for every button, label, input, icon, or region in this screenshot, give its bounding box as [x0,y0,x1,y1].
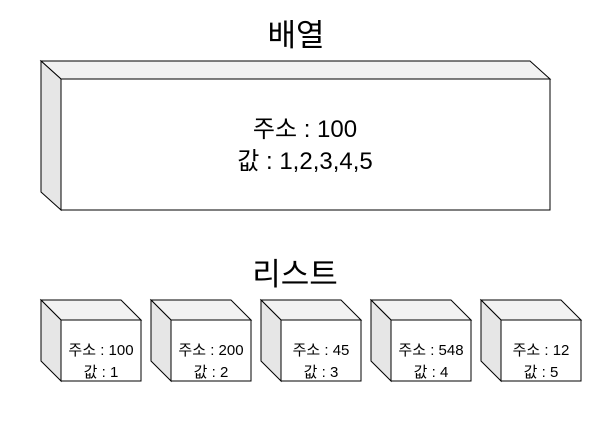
list-node-address: 주소 : 100 [68,342,133,359]
list-node-value: 값 : 1 [84,364,119,381]
list-node: 주소 : 45 값 : 3 [259,298,363,383]
array-values: 값 : 1,2,3,4,5 [237,148,373,175]
list-node-value: 값 : 5 [524,364,559,381]
list-node-address: 주소 : 548 [398,342,463,359]
list-node-value: 값 : 3 [304,364,339,381]
list-node: 주소 : 200 값 : 2 [149,298,253,383]
list-node: 주소 : 12 값 : 5 [479,298,583,383]
list-node-front [500,319,582,382]
list-node: 주소 : 100 값 : 1 [39,298,143,383]
array-box-front [60,78,551,211]
array-box-top [39,60,552,80]
list-title: 리스트 [252,257,338,293]
list-node-front [170,319,252,382]
array-title: 배열 [267,18,324,54]
array-address: 주소 : 100 [253,116,357,143]
array-box: 주소 : 100 값 : 1,2,3,4,5 [39,59,552,212]
list-node-address: 주소 : 200 [178,342,243,359]
list-node-front [390,319,472,382]
list-node-front [280,319,362,382]
list-node-value: 값 : 2 [194,364,229,381]
list-node-value: 값 : 4 [414,364,449,381]
list-node-front [60,319,142,382]
list-node-address: 주소 : 12 [513,342,570,359]
list-node-address: 주소 : 45 [293,342,350,359]
list-node: 주소 : 548 값 : 4 [369,298,473,383]
array-box-side [40,59,62,212]
